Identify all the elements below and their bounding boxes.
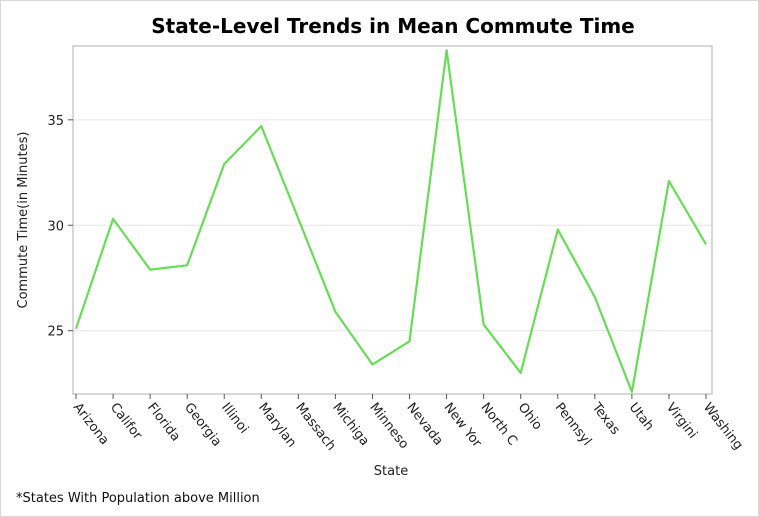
footnote: *States With Population above Million: [16, 491, 260, 506]
y-tick-label: 25: [47, 325, 64, 340]
y-axis-label: Commute Time(in Minutes): [16, 132, 31, 309]
plot-frame: [72, 45, 713, 395]
series-line: [74, 49, 707, 393]
chart-title: State-Level Trends in Mean Commute Time: [151, 14, 634, 38]
y-tick-label: 35: [47, 114, 64, 129]
gridlines: [73, 119, 712, 332]
y-tick-label: 30: [47, 219, 64, 234]
x-axis-label: State: [374, 464, 408, 479]
series-layer: [74, 49, 707, 393]
